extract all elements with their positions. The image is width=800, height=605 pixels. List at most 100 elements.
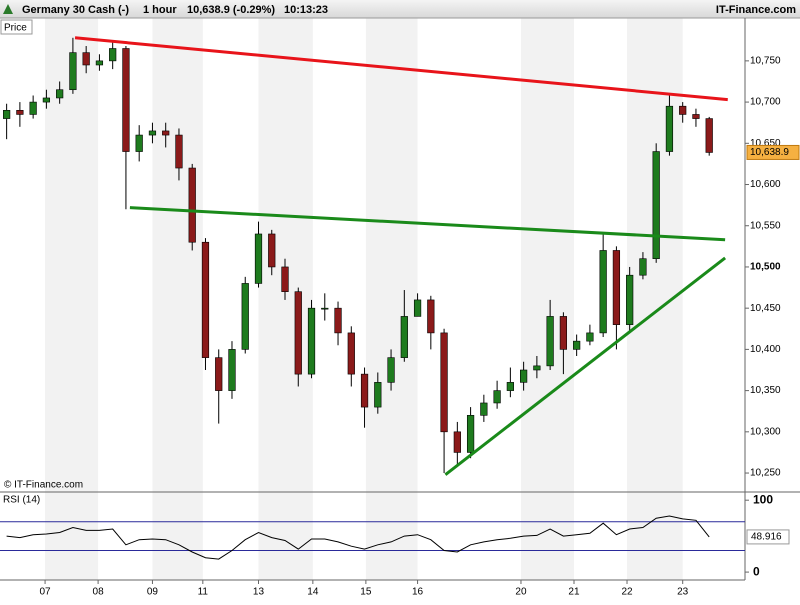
interval: 1 hour (143, 4, 177, 16)
instrument: Germany 30 Cash (-) (22, 4, 129, 16)
candle-body (400, 316, 408, 358)
candle-body (29, 101, 37, 115)
rsi-last-label: 48.916 (751, 532, 782, 543)
brand: IT-Finance.com (716, 4, 796, 16)
candle-body (533, 365, 541, 371)
rsi-last-tag (746, 529, 790, 545)
candle-body (321, 307, 329, 310)
day-stripe (520, 18, 574, 580)
candle-body (188, 167, 196, 243)
y-tick-label: 0 (753, 564, 760, 578)
y-tick-label: 10,750 (750, 56, 781, 67)
candle-body (334, 307, 342, 334)
candle-body (520, 369, 528, 383)
copyright: © IT-Finance.com (4, 480, 83, 491)
price-label: Price (4, 23, 27, 34)
candle-body (215, 357, 223, 391)
header-bar (0, 0, 800, 18)
candle-body (546, 316, 554, 367)
candle-body (612, 250, 621, 325)
y-tick-label: 100 (753, 492, 773, 506)
rsi-line (6, 515, 710, 560)
y-tick-label: 10,450 (750, 303, 781, 314)
day-stripe (45, 18, 99, 580)
candle-body (665, 105, 674, 152)
time: 10:13:23 (284, 4, 328, 16)
candle-body (626, 274, 634, 325)
candle-body (374, 382, 382, 408)
candle-body (413, 299, 422, 317)
candle-body (201, 241, 210, 358)
trendline (129, 206, 726, 242)
x-tick-label: 07 (40, 587, 52, 598)
candle-body (95, 60, 104, 66)
candle-body (692, 114, 700, 119)
y-tick-label: 10,400 (750, 344, 781, 355)
last-price-tag-label: 10,638.9 (750, 147, 789, 158)
trendline (444, 256, 727, 476)
candle-body (599, 250, 607, 334)
y-tick-label: 10,500 (750, 262, 781, 273)
y-tick-label: 10,250 (750, 468, 781, 479)
candle-body (175, 134, 183, 169)
candle-body (69, 52, 77, 91)
x-tick-label: 15 (360, 587, 372, 598)
candle-body (453, 431, 461, 453)
x-tick-label: 21 (568, 587, 580, 598)
y-tick-label: 10,550 (750, 220, 781, 231)
x-tick-label: 14 (307, 587, 319, 598)
candle-body (506, 382, 514, 391)
candle-body (3, 110, 11, 119)
x-tick-label: 09 (147, 587, 159, 598)
candle-body (360, 373, 369, 408)
candle-body (573, 340, 581, 350)
candle-body (387, 357, 395, 383)
candle-body (281, 266, 289, 292)
x-tick-label: 08 (93, 587, 105, 598)
logo (3, 4, 13, 14)
candle-body (559, 316, 568, 350)
rsi-label: RSI (14) (3, 495, 40, 506)
candle-body (307, 307, 316, 375)
candle-body (254, 233, 263, 284)
candle-body (466, 415, 475, 453)
candle-body (294, 291, 302, 375)
x-tick-label: 11 (198, 587, 209, 598)
candle-body (122, 48, 130, 152)
candle-body (493, 390, 501, 404)
x-tick-label: 22 (621, 587, 633, 598)
last-price-tag (746, 144, 800, 160)
candle-body (639, 258, 647, 276)
y-tick-label: 10,700 (750, 97, 781, 108)
y-tick-label: 10,650 (750, 138, 781, 149)
day-stripe (365, 18, 418, 580)
x-tick-label: 20 (515, 587, 527, 598)
y-tick-label: 10,300 (750, 426, 781, 437)
candle-body (440, 332, 448, 433)
y-tick-label: 10,350 (750, 385, 781, 396)
candle-body (228, 349, 236, 391)
candle-body (56, 89, 64, 99)
candle-body (42, 97, 51, 103)
x-tick-label: 23 (677, 587, 689, 598)
candle-body (347, 332, 355, 375)
candle-body (268, 233, 276, 268)
candle-body (586, 332, 594, 342)
x-tick-label: 16 (412, 587, 424, 598)
candle-body (162, 130, 170, 136)
candle-body (705, 118, 713, 153)
candle-body (480, 402, 488, 416)
price-label-box (0, 19, 33, 35)
candle-body (241, 283, 249, 350)
day-stripe (258, 18, 313, 580)
candle-body (16, 110, 24, 115)
candle-body (427, 299, 435, 334)
y-tick-label: 10,600 (750, 179, 781, 190)
last-price: 10,638.9 (-0.29%) (187, 4, 275, 16)
candle-body (135, 134, 143, 152)
candle-body (679, 105, 687, 115)
trendline (74, 36, 728, 102)
candle-body (82, 52, 90, 66)
candle-body (109, 48, 117, 62)
